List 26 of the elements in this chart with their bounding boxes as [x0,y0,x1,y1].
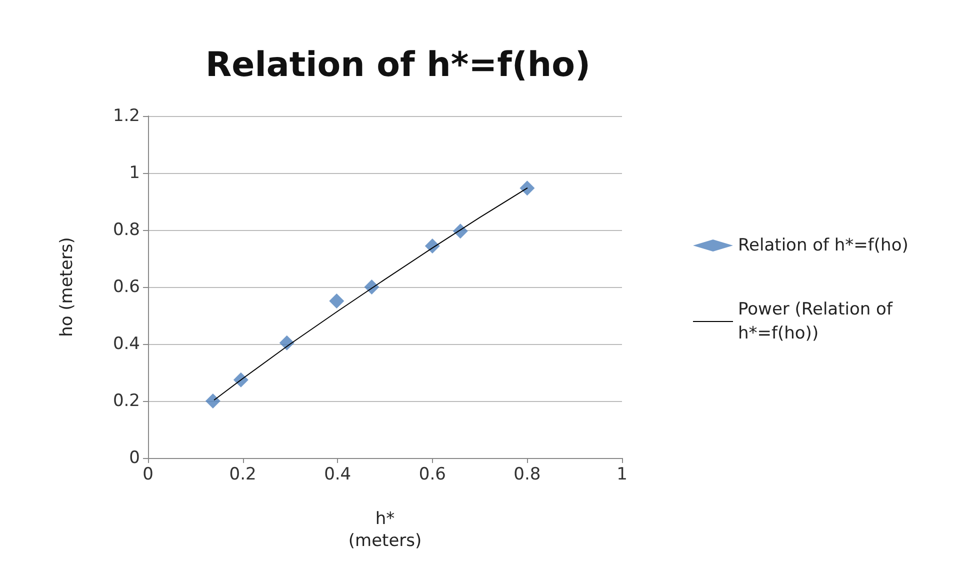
y-tick-label: 0 [129,448,140,468]
legend-label: Relation of h*=f(ho) [738,236,908,256]
y-tick-label: 0.2 [112,391,140,411]
y-tick-label: 1 [129,163,140,183]
y-axis-title: ho (meters) [57,237,77,337]
legend-label: Power (Relation of h*=f(ho)) [738,300,898,344]
chart-title: Relation of h*=f(ho) [205,45,591,85]
x-tick-label: 0 [142,464,154,484]
point [424,238,440,254]
x-tick-label: 0.4 [324,464,352,484]
point [364,280,380,294]
point [233,372,248,388]
y-tick-label: 1.2 [112,106,140,126]
x-tick-label: 1 [616,464,628,484]
y-tick-label: 0.4 [112,334,140,354]
point [279,335,294,350]
point [205,394,220,408]
x-tick-label: 0.2 [229,464,256,484]
point [329,293,344,308]
x-tick-label: 0.6 [418,464,446,484]
x-axis-title: h* (meters) [348,509,422,551]
x-tick-label: 0.8 [514,464,541,484]
y-tick-label: 0.8 [112,220,140,240]
point [520,180,535,196]
point [452,224,468,239]
y-tick-label: 0.6 [112,277,140,297]
